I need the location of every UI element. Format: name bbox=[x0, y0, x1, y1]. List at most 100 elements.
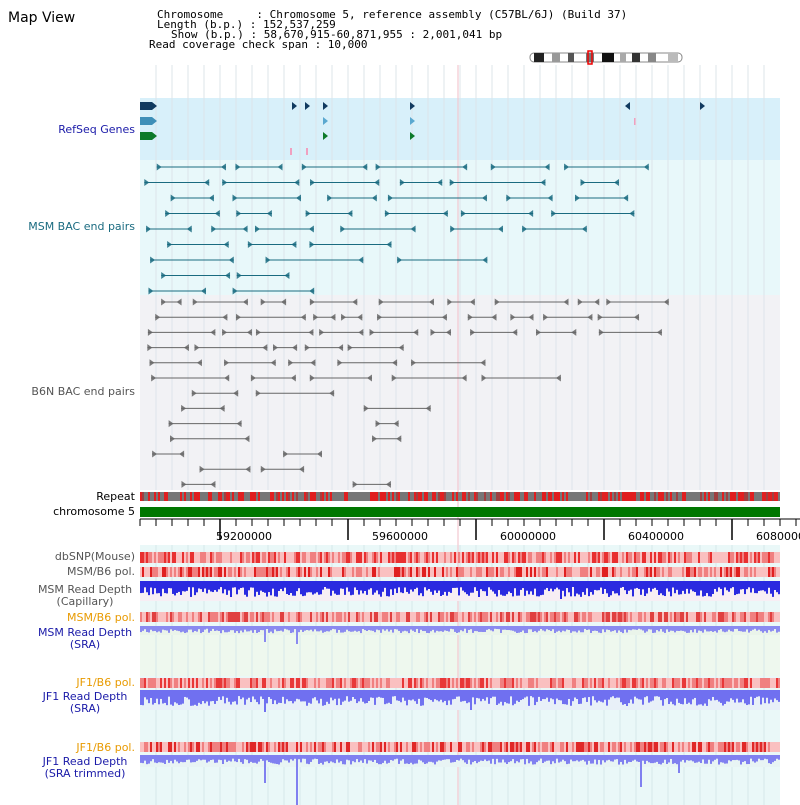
depth-bar bbox=[332, 690, 334, 701]
msm-read-depth-sra-label[interactable]: MSM Read Depth (SRA) bbox=[37, 626, 133, 651]
heat-cell bbox=[750, 742, 752, 752]
heat-cell bbox=[656, 742, 658, 752]
depth-bar bbox=[670, 626, 672, 631]
heat-cell bbox=[596, 678, 598, 688]
depth-bar bbox=[556, 626, 558, 632]
msm-bac-pair-end bbox=[362, 163, 368, 171]
heat-cell bbox=[764, 742, 766, 752]
heat-cell bbox=[258, 742, 260, 752]
heat-cell bbox=[180, 567, 182, 577]
depth-bar bbox=[758, 581, 760, 591]
heat-cell bbox=[338, 742, 340, 752]
depth-bar bbox=[212, 581, 214, 593]
heat-cell bbox=[760, 552, 762, 563]
heat-cell bbox=[284, 678, 286, 688]
heat-cell bbox=[182, 742, 184, 752]
depth-bar bbox=[402, 755, 404, 760]
heat-cell bbox=[526, 612, 528, 622]
heat-cell bbox=[640, 742, 642, 752]
msm-bac-pair-end bbox=[643, 163, 649, 171]
depth-bar bbox=[558, 755, 560, 763]
heat-cell bbox=[710, 567, 712, 577]
heat-cell bbox=[450, 552, 452, 563]
heat-cell bbox=[628, 552, 630, 563]
b6n-bac-end-pairs-label[interactable]: B6N BAC end pairs bbox=[31, 385, 135, 398]
depth-bar bbox=[388, 690, 390, 703]
heat-cell bbox=[652, 742, 654, 752]
heat-cell bbox=[162, 742, 164, 752]
heat-cell bbox=[384, 567, 386, 577]
depth-bar bbox=[346, 581, 348, 588]
b6n-bac-pair-end bbox=[337, 359, 343, 367]
heat-cell bbox=[420, 678, 422, 688]
depth-bar bbox=[394, 755, 396, 760]
depth-bar bbox=[166, 690, 168, 706]
heat-cell bbox=[534, 552, 536, 563]
b6n-bac-pair-end bbox=[481, 374, 487, 382]
heat-cell bbox=[454, 742, 456, 752]
refseq-genes-label[interactable]: RefSeq Genes bbox=[58, 123, 135, 136]
b6n-bac-pair-end bbox=[181, 404, 187, 412]
depth-bar bbox=[438, 755, 440, 761]
heat-cell bbox=[756, 678, 758, 688]
heat-cell bbox=[630, 678, 632, 688]
heat-cell bbox=[292, 742, 294, 752]
depth-bar bbox=[618, 690, 620, 698]
jf1-read-depth-sra-label[interactable]: JF1 Read Depth (SRA) bbox=[42, 690, 128, 715]
heat-cell bbox=[726, 552, 728, 563]
jf1-b6-pol-label-1[interactable]: JF1/B6 pol. bbox=[76, 676, 135, 689]
heat-cell bbox=[458, 742, 460, 752]
heat-cell bbox=[524, 552, 526, 563]
depth-bar bbox=[618, 755, 620, 765]
heat-cell bbox=[430, 567, 432, 577]
msm-bac-end-pairs-label[interactable]: MSM BAC end pairs bbox=[28, 220, 135, 233]
msm-read-depth-capillary-label[interactable]: MSM Read Depth (Capillary) bbox=[37, 583, 133, 608]
heat-cell bbox=[214, 678, 216, 688]
heat-cell bbox=[576, 612, 578, 622]
msm-b6-pol-label-2[interactable]: MSM/B6 pol. bbox=[67, 611, 135, 624]
depth-bar bbox=[160, 581, 162, 597]
heat-cell bbox=[776, 612, 778, 622]
depth-bar bbox=[680, 626, 682, 631]
depth-bar bbox=[758, 755, 760, 759]
heat-cell bbox=[232, 742, 234, 752]
heat-cell bbox=[190, 552, 192, 563]
repeat-element bbox=[462, 492, 464, 501]
depth-bar bbox=[688, 755, 690, 761]
depth-bar bbox=[462, 581, 464, 591]
depth-bar bbox=[210, 581, 212, 592]
depth-bar bbox=[240, 581, 242, 588]
heat-cell bbox=[230, 678, 232, 688]
heat-cell bbox=[244, 552, 246, 563]
depth-bar bbox=[224, 581, 226, 590]
heat-cell bbox=[342, 552, 344, 563]
heat-cell bbox=[340, 552, 342, 563]
heat-cell bbox=[250, 552, 252, 563]
depth-bar bbox=[272, 755, 274, 764]
heat-cell bbox=[356, 552, 358, 563]
chromosome-ideogram[interactable] bbox=[528, 50, 686, 66]
msm-b6-pol-label-1[interactable]: MSM/B6 pol. bbox=[67, 565, 135, 578]
dbsnp-label[interactable]: dbSNP(Mouse) bbox=[54, 550, 135, 563]
heat-cell bbox=[302, 678, 304, 688]
heat-cell bbox=[748, 567, 750, 577]
heat-cell bbox=[468, 742, 470, 752]
depth-bar bbox=[720, 626, 722, 630]
heat-cell bbox=[252, 567, 254, 577]
depth-bar bbox=[176, 626, 178, 631]
jf1-b6-pol-label-2[interactable]: JF1/B6 pol. bbox=[76, 741, 135, 754]
heat-cell bbox=[216, 567, 218, 577]
depth-bar bbox=[596, 626, 598, 631]
depth-bar bbox=[550, 581, 552, 589]
heat-cell bbox=[522, 552, 524, 563]
jf1-read-depth-trimmed-label[interactable]: JF1 Read Depth (SRA trimmed) bbox=[42, 755, 128, 780]
depth-bar bbox=[580, 690, 582, 704]
depth-bar bbox=[764, 690, 766, 704]
depth-bar bbox=[310, 755, 312, 762]
msm-bac-pair-end bbox=[340, 225, 346, 233]
heat-cell bbox=[240, 612, 242, 622]
heat-cell bbox=[708, 678, 710, 688]
depth-bar bbox=[278, 755, 280, 765]
heat-cell bbox=[214, 552, 216, 563]
